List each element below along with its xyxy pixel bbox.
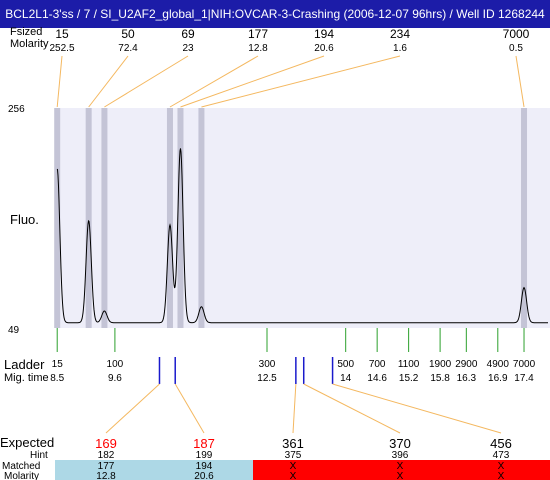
hint-label: Hint: [30, 450, 48, 461]
matched-label: Matched: [2, 461, 40, 472]
hint-value: 375: [285, 450, 302, 461]
matched-molarity-value: 12.8: [96, 471, 116, 480]
peak-molarity-label: 252.5: [49, 43, 74, 54]
expected-value: 370: [389, 436, 411, 451]
y-tick-min: 49: [8, 325, 20, 336]
ladder-size-label: 15: [52, 359, 64, 370]
expected-value: 456: [490, 436, 512, 451]
hint-value: 199: [196, 450, 213, 461]
y-tick-max: 256: [8, 104, 25, 115]
ladder-time-label: 15.2: [399, 373, 419, 384]
peak-callout: [56, 55, 63, 108]
peak-callout: [201, 55, 401, 108]
ladder-size-label: 700: [369, 359, 386, 370]
fluorescence-trace: [56, 148, 548, 324]
peak-band: [101, 108, 108, 328]
peak-size-label: 69: [181, 27, 195, 41]
ladder-time-label: 15.8: [430, 373, 450, 384]
peak-molarity-label: 1.6: [393, 43, 407, 54]
peak-band: [198, 108, 205, 328]
peak-size-label: 234: [390, 27, 410, 41]
ladder-time-label: 16.9: [488, 373, 508, 384]
y-axis-label: Fluo.: [10, 212, 39, 227]
expected-label: Expected: [0, 435, 54, 450]
peak-molarity-label: 72.4: [118, 43, 138, 54]
matched-molarity-value: X: [290, 471, 297, 480]
peak-molarity-label: 20.6: [314, 43, 334, 54]
peak-size-label: 15: [55, 27, 69, 41]
matched-molarity-value: 20.6: [194, 471, 214, 480]
peak-band: [85, 108, 92, 328]
ladder-size-label: 4900: [487, 359, 510, 370]
matched-miss-bg: [253, 460, 550, 480]
ladder-label: Ladder: [4, 357, 45, 372]
peak-callout: [169, 55, 259, 108]
peak-size-label: 194: [314, 27, 334, 41]
peak-callout: [88, 55, 129, 108]
peak-band: [54, 108, 61, 328]
mig-time-label: Mig. time: [4, 372, 49, 384]
molarity-bottom-label: Molarity: [4, 471, 39, 480]
matched-value: X: [397, 461, 404, 472]
ladder-time-label: 12.5: [257, 373, 277, 384]
ladder-size-label: 100: [107, 359, 124, 370]
peak-band: [166, 108, 173, 328]
matched-value: X: [290, 461, 297, 472]
ladder-size-label: 300: [259, 359, 276, 370]
ladder-time-label: 17.4: [514, 373, 534, 384]
ladder-time-label: 9.6: [108, 373, 122, 384]
hint-value: 182: [98, 450, 115, 461]
ladder-time-label: 16.3: [457, 373, 477, 384]
ladder-time-label: 8.5: [50, 373, 64, 384]
matched-value: 194: [196, 461, 213, 472]
matched-ok-bg: [55, 460, 253, 480]
expected-value: 361: [282, 436, 304, 451]
peak-band: [521, 108, 528, 328]
peak-size-label: 50: [121, 27, 135, 41]
hint-value: 473: [493, 450, 510, 461]
expected-value: 169: [95, 436, 117, 451]
matched-molarity-value: X: [397, 471, 404, 480]
expected-callout: [174, 383, 205, 434]
ladder-time-label: 14.6: [367, 373, 387, 384]
ladder-size-label: 1900: [429, 359, 452, 370]
plot-area: [55, 108, 550, 328]
peak-callout: [515, 55, 525, 108]
peak-callout: [180, 55, 325, 108]
peak-size-label: 7000: [503, 27, 530, 41]
figure-title: BCL2L1-3'ss / 7 / SI_U2AF2_global_1|NIH:…: [0, 0, 550, 28]
matched-molarity-value: X: [498, 471, 505, 480]
expected-callout: [303, 383, 401, 434]
expected-callout: [105, 383, 160, 434]
peak-molarity-label: 12.8: [248, 43, 268, 54]
expected-value: 187: [193, 436, 215, 451]
sizes-row-label: Fsized: [10, 26, 42, 38]
expected-callout: [292, 383, 297, 434]
ladder-size-label: 2900: [455, 359, 478, 370]
ladder-size-label: 500: [337, 359, 354, 370]
molarity-row-label: Molarity: [10, 38, 49, 50]
peak-size-label: 177: [248, 27, 268, 41]
peak-molarity-label: 23: [182, 43, 194, 54]
ladder-size-label: 7000: [513, 359, 536, 370]
matched-value: 177: [98, 461, 115, 472]
ladder-size-label: 1100: [398, 359, 420, 370]
peak-callout: [104, 55, 189, 108]
peak-molarity-label: 0.5: [509, 43, 523, 54]
hint-value: 396: [392, 450, 409, 461]
ladder-time-label: 14: [340, 373, 352, 384]
expected-callout: [332, 383, 502, 434]
matched-value: X: [498, 461, 505, 472]
peak-band: [177, 108, 184, 328]
